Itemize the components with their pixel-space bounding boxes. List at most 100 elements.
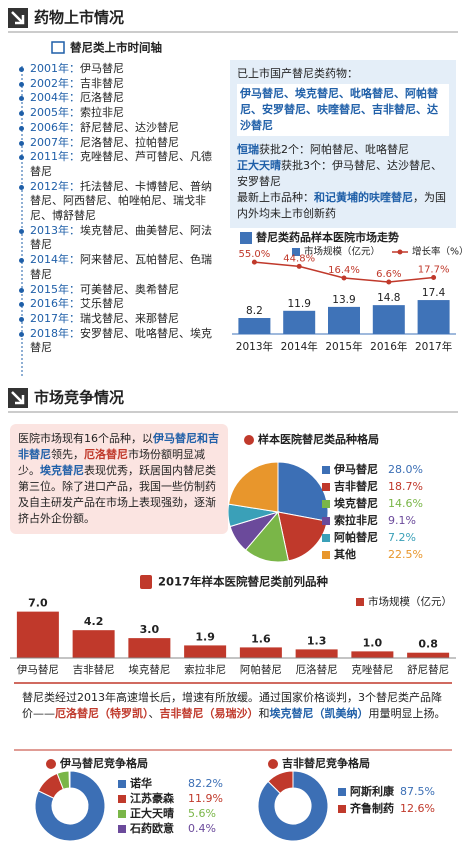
legend-label: 阿帕替尼	[334, 530, 378, 544]
timeline-dot	[19, 287, 24, 293]
competition-box: 医院市场现有16个品种，以伊马替尼和吉非替尼领先，厄洛替尼市场份额明显减少。埃克…	[10, 424, 228, 534]
x-tick-label: 2017年	[415, 340, 452, 353]
donut-slice	[267, 770, 294, 795]
value-label: 8.2	[246, 305, 263, 317]
timeline-year: 2011年：	[30, 150, 80, 164]
growth-point	[341, 275, 347, 281]
bar	[238, 318, 271, 334]
value-label: 7.2%	[388, 531, 416, 544]
title-icon	[244, 435, 254, 445]
text-run: 厄洛替尼（特罗凯）	[55, 707, 149, 720]
x-tick-label: 索拉非尼	[184, 663, 226, 676]
timeline-entry: 2004年：厄洛替尼	[16, 91, 216, 106]
growth-point	[431, 274, 437, 280]
timeline-drugs: 吉非替尼	[80, 76, 124, 90]
text-run: 正大天晴	[237, 159, 281, 172]
legend-swatch	[356, 598, 364, 606]
text-run: 替尼类经过2013年高速增长后，增速有所放缓。通过国家价格谈判，3个替尼类产品降…	[22, 691, 442, 720]
bar	[407, 652, 450, 658]
value-label: 1.3	[307, 634, 327, 647]
legend-label: 石药欧意	[129, 821, 174, 835]
x-tick-label: 2014年	[281, 340, 318, 353]
growth-point	[386, 279, 392, 285]
legend-swatch	[397, 249, 403, 255]
value-label: 44.8%	[283, 253, 315, 264]
value-label: 4.2	[84, 615, 104, 628]
title-icon	[46, 759, 56, 769]
legend-swatch	[322, 517, 330, 525]
legend-label: 市场规模（亿元）	[304, 246, 380, 258]
timeline-drugs: 埃克替尼、曲美替尼、阿法替尼	[30, 223, 212, 252]
value-label: 11.9%	[188, 792, 223, 805]
timeline-drugs: 舒尼替尼、达沙替尼	[80, 120, 179, 134]
timeline-entry: 2014年：阿来替尼、瓦帕替尼、色瑞替尼	[16, 253, 216, 282]
header-arrow	[11, 391, 25, 405]
timeline-dot	[19, 125, 24, 131]
text-run: 领先，	[51, 448, 84, 461]
value-label: 7.0	[28, 597, 48, 610]
timeline-dot	[19, 331, 24, 337]
timeline-entry: 2017年：瑞戈替尼、来那替尼	[16, 312, 216, 327]
value-label: 6.6%	[376, 269, 401, 280]
value-label: 13.9	[332, 294, 355, 306]
value-label: 55.0%	[239, 249, 271, 260]
timeline-year: 2001年：	[30, 62, 80, 75]
legend-label: 市场规模（亿元）	[368, 595, 452, 608]
value-label: 1.6	[251, 632, 271, 645]
timeline-drugs: 阿来替尼、瓦帕替尼、色瑞替尼	[30, 253, 212, 281]
bar	[351, 651, 394, 658]
timeline-drugs: 克唑替尼、芦可替尼、凡德替尼	[30, 150, 212, 178]
bar	[417, 300, 450, 334]
timeline-drugs: 瑞戈替尼、来那替尼	[80, 311, 179, 325]
timeline-year: 2016年：	[30, 297, 80, 311]
timeline-entry: 2007年：尼洛替尼、拉帕替尼	[16, 136, 216, 151]
legend-swatch	[118, 780, 126, 788]
title-icon	[268, 759, 278, 769]
timeline-year: 2007年：	[30, 135, 80, 149]
value-label: 9.1%	[388, 514, 416, 527]
value-label: 28.0%	[388, 463, 423, 476]
timeline-year: 2004年：	[30, 91, 80, 105]
text-run: ，为国内外均未上市创新药	[237, 191, 446, 220]
chart-title: 样本医院替尼类品种格局	[258, 432, 379, 446]
header-arrow	[11, 11, 25, 25]
x-tick-label: 伊马替尼	[17, 663, 59, 676]
summary-text: 替尼类经过2013年高速增长后，增速有所放缓。通过国家价格谈判，3个替尼类产品降…	[22, 690, 446, 722]
timeline-drugs: 尼洛替尼、拉帕替尼	[80, 135, 179, 149]
calendar-icon	[51, 41, 65, 54]
timeline-dot	[19, 316, 24, 322]
legend-label: 诺华	[130, 776, 152, 790]
text-run: 埃克替尼（凯美纳）	[269, 707, 369, 720]
x-tick-label: 2013年	[236, 340, 273, 353]
text-run: 厄洛替尼	[84, 448, 128, 461]
growth-point	[251, 259, 257, 265]
value-label: 11.9	[288, 298, 311, 310]
x-tick-label: 克唑替尼	[351, 663, 393, 676]
bar	[16, 611, 59, 658]
domestic-note: 正大天晴获批3个：伊马替尼、达沙替尼、安罗替尼	[237, 158, 449, 190]
value-label: 17.4	[422, 287, 446, 299]
bar	[239, 647, 282, 658]
legend-label: 阿斯利康	[350, 784, 395, 798]
x-tick-label: 厄洛替尼	[296, 663, 338, 676]
timeline-drugs: 艾乐替尼	[80, 297, 124, 311]
timeline-year: 2005年：	[30, 106, 80, 120]
timeline-entry: 2011年：克唑替尼、芦可替尼、凡德替尼	[16, 150, 216, 179]
legend-label: 吉非替尼	[334, 479, 378, 493]
text-run: 和记黄埔的呋喹替尼	[314, 191, 413, 204]
legend-swatch	[118, 795, 126, 803]
domestic-drugs: 伊马替尼、埃克替尼、吡咯替尼、阿帕替尼、安罗替尼、呋喹替尼、吉非替尼、达沙替尼	[237, 84, 449, 136]
value-label: 14.8	[377, 292, 400, 304]
value-label: 1.0	[363, 636, 383, 649]
legend-label: 齐鲁制药	[350, 801, 394, 815]
bar	[372, 305, 405, 334]
legend-swatch	[322, 483, 330, 491]
value-label: 0.4%	[188, 822, 216, 835]
timeline-year: 2018年：	[30, 326, 80, 340]
text-run: 表现优秀，跃居国内替尼类第三位。除了进口产品，我国一些仿制药及自主研发产品在市场…	[18, 464, 216, 525]
legend-swatch	[322, 551, 330, 559]
legend-swatch	[322, 500, 330, 508]
timeline-year: 2013年：	[30, 223, 80, 237]
timeline-dot	[19, 67, 24, 72]
